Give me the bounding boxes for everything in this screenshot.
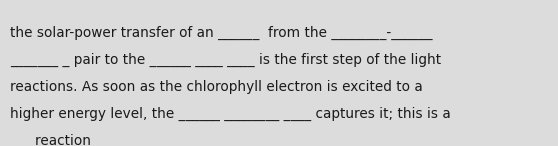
Text: ___ reaction: ___ reaction <box>10 134 91 146</box>
Text: _______ _ pair to the ______ ____ ____ is the first step of the light: _______ _ pair to the ______ ____ ____ i… <box>10 53 441 67</box>
Text: reactions. As soon as the chlorophyll electron is excited to a: reactions. As soon as the chlorophyll el… <box>10 80 423 94</box>
Text: the solar-power transfer of an ______  from the ________-______: the solar-power transfer of an ______ fr… <box>10 26 432 40</box>
Text: higher energy level, the ______ ________ ____ captures it; this is a: higher energy level, the ______ ________… <box>10 107 451 121</box>
